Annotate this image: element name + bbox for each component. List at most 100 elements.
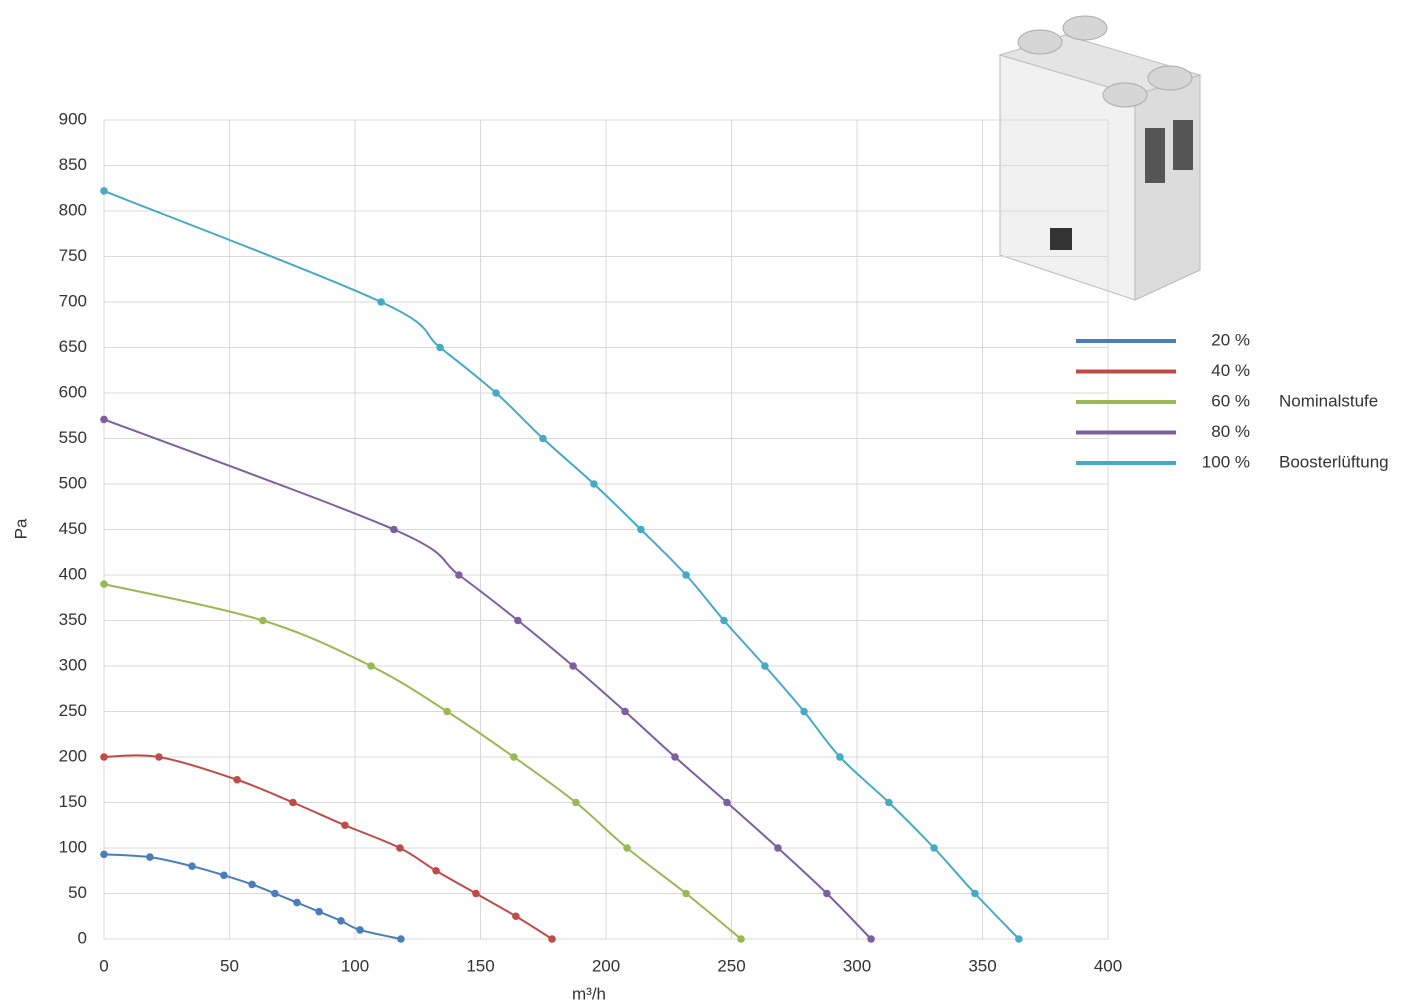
y-tick-label: 850 (59, 155, 87, 174)
series-line (103, 754, 553, 940)
data-point (396, 844, 404, 852)
data-point (512, 912, 520, 921)
data-point (867, 935, 875, 943)
data-point (723, 798, 731, 807)
data-point (390, 525, 398, 534)
y-tick-label: 800 (59, 200, 87, 219)
data-point (737, 935, 745, 943)
y-tick-label: 550 (59, 428, 87, 447)
data-point (836, 753, 844, 761)
data-point (637, 525, 645, 534)
data-point (377, 298, 385, 306)
data-point (432, 866, 440, 875)
data-point (293, 898, 301, 907)
data-point (146, 853, 154, 861)
data-point (233, 775, 241, 784)
y-tick-label: 400 (59, 564, 87, 583)
y-tick-label: 200 (59, 746, 87, 765)
data-point (774, 844, 782, 852)
series-line (103, 190, 1020, 940)
y-tick-label: 100 (59, 837, 87, 856)
y-tick-label: 900 (59, 109, 87, 128)
legend-label: 100 % (1202, 452, 1250, 471)
x-tick-label: 50 (220, 956, 239, 975)
legend-label: 80 % (1211, 422, 1250, 441)
data-point (100, 187, 108, 195)
data-point (155, 753, 163, 761)
data-point (492, 389, 500, 397)
x-tick-label: 150 (466, 956, 494, 975)
x-tick-label: 0 (99, 956, 108, 975)
y-tick-label: 600 (59, 382, 87, 401)
x-tick-label: 300 (843, 956, 871, 975)
data-point (315, 907, 323, 916)
data-point (397, 935, 405, 943)
data-point (971, 889, 979, 898)
data-point (436, 343, 444, 352)
y-tick-label: 650 (59, 337, 87, 356)
data-point (259, 616, 267, 625)
data-point (188, 862, 196, 870)
legend-note: Boosterlüftung (1279, 452, 1389, 471)
data-point (100, 753, 108, 761)
data-point (930, 844, 938, 852)
y-tick-label: 250 (59, 701, 87, 720)
x-tick-label: 350 (968, 956, 996, 975)
y-tick-label: 700 (59, 291, 87, 310)
data-point (341, 821, 349, 830)
data-point (356, 926, 364, 934)
y-tick-label: 300 (59, 655, 87, 674)
data-point (514, 616, 522, 625)
data-point (623, 844, 631, 852)
legend-label: 60 % (1211, 391, 1250, 410)
series-line (103, 418, 872, 940)
data-point (823, 889, 831, 898)
x-tick-label: 400 (1094, 956, 1122, 975)
data-point (337, 917, 345, 925)
data-point (761, 662, 769, 670)
data-point (100, 850, 108, 859)
data-point (271, 889, 279, 898)
data-point (289, 798, 297, 807)
data-point (100, 580, 108, 588)
legend-label: 40 % (1211, 361, 1250, 380)
data-point (539, 434, 547, 443)
x-tick-label: 100 (341, 956, 369, 975)
data-point (455, 571, 463, 579)
x-tick-label: 250 (717, 956, 745, 975)
data-point (248, 880, 256, 889)
product-image (998, 15, 1202, 301)
y-tick-label: 450 (59, 519, 87, 538)
data-point (1015, 935, 1023, 943)
y-tick-label: 50 (68, 883, 87, 902)
data-point (100, 415, 108, 424)
legend-label: 20 % (1211, 330, 1250, 349)
series-line (103, 853, 402, 940)
x-axis-label: m³/h (572, 984, 606, 1003)
data-point (800, 707, 808, 716)
data-point (682, 571, 690, 579)
data-point (548, 935, 556, 943)
data-point (220, 871, 228, 880)
data-point (682, 889, 690, 898)
y-tick-label: 0 (78, 928, 87, 947)
data-point (671, 753, 679, 761)
data-point (569, 662, 577, 670)
data-point (443, 707, 451, 716)
x-tick-label: 200 (592, 956, 620, 975)
data-point (572, 798, 580, 807)
y-tick-label: 150 (59, 792, 87, 811)
legend-note: Nominalstufe (1279, 391, 1378, 410)
data-point (720, 616, 728, 625)
y-tick-label: 500 (59, 473, 87, 492)
y-axis-label: Pa (11, 518, 30, 539)
data-point (621, 707, 629, 716)
y-tick-label: 750 (59, 246, 87, 265)
data-point (510, 753, 518, 761)
data-point (472, 889, 480, 898)
data-point (590, 480, 598, 488)
data-point (367, 662, 375, 670)
series-line (103, 583, 742, 940)
y-tick-label: 350 (59, 610, 87, 629)
